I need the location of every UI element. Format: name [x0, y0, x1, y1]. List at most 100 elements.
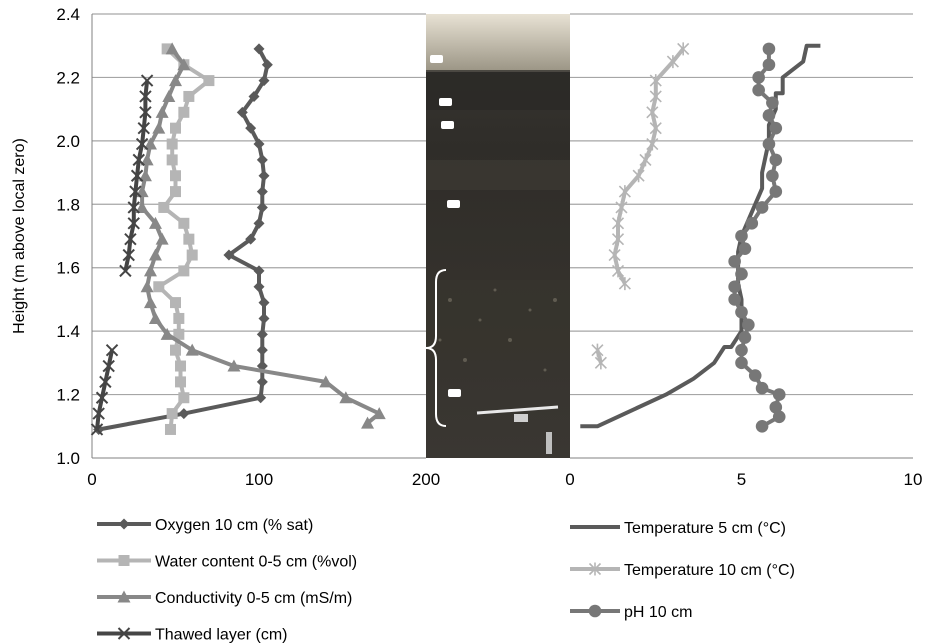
diamond-marker [256, 344, 268, 356]
star-marker [611, 264, 625, 278]
circle-marker [752, 83, 765, 97]
series-temperature-10-cm-c- [591, 42, 690, 370]
circle-marker [755, 419, 769, 433]
star-marker [639, 153, 652, 167]
y-tick-label: 1.0 [56, 449, 80, 468]
star-marker [618, 185, 631, 199]
x-tick-label: 100 [245, 470, 273, 489]
y-axis-label: Height (m above local zero) [11, 138, 28, 334]
x-marker [135, 137, 149, 151]
series-thawed-layer-cm- [90, 74, 154, 436]
triangle-marker [169, 74, 182, 87]
square-marker [170, 122, 181, 134]
square-marker [170, 186, 181, 198]
diamond-marker [253, 43, 265, 55]
legend-label: Oxygen 10 cm (% sat) [155, 517, 313, 534]
diamond-marker [258, 75, 270, 87]
star-marker [618, 277, 631, 291]
square-marker [175, 376, 187, 388]
square-marker [166, 154, 178, 166]
triangle-marker [140, 280, 154, 293]
star-marker [646, 137, 659, 151]
square-marker [178, 265, 190, 277]
square-marker [170, 297, 181, 309]
triangle-marker [361, 416, 375, 429]
square-marker [164, 423, 176, 435]
circle-marker [748, 369, 762, 382]
circle-marker [728, 255, 741, 268]
series-line [595, 47, 685, 364]
diamond-marker [256, 376, 268, 388]
circle-marker [772, 410, 786, 424]
circle-marker [769, 121, 783, 135]
x-marker [105, 343, 119, 357]
triangle-marker [162, 89, 176, 102]
x-marker [129, 185, 142, 198]
legend-left: Oxygen 10 cm (% sat) Water content 0-5 cm… [97, 517, 357, 644]
square-marker [183, 233, 195, 245]
diamond-marker [223, 249, 235, 261]
y-tick-label: 1.2 [56, 386, 80, 405]
x-marker [119, 264, 132, 278]
triangle-marker [138, 169, 152, 182]
x-tick-label: 200 [412, 470, 440, 489]
y-tick-label: 1.8 [56, 195, 80, 214]
x-marker [139, 106, 152, 119]
circle-marker [728, 293, 741, 306]
legend-item: Oxygen 10 cm (% sat) [97, 517, 313, 534]
square-marker [158, 201, 170, 213]
star-marker [649, 74, 662, 88]
right-series [580, 42, 821, 433]
triangle-marker [165, 42, 179, 55]
x-marker [102, 359, 115, 373]
y-tick-label: 2.0 [56, 132, 80, 151]
diamond-marker [253, 138, 265, 150]
diamond-marker [118, 518, 130, 530]
circle-marker [728, 280, 741, 294]
legend-item: Thawed layer (cm) [97, 627, 287, 644]
series-water-content-0-5-cm-vol- [153, 43, 215, 435]
triangle-marker [227, 359, 241, 372]
legend-label: Thawed layer (cm) [155, 627, 287, 644]
x-tick-labels-left: 0 100 200 [87, 470, 440, 489]
star-marker [615, 200, 628, 214]
x-marker [117, 627, 131, 640]
triangle-marker [185, 343, 199, 356]
circle-marker [762, 58, 776, 72]
diamond-marker [258, 312, 270, 324]
diamond-marker [248, 90, 260, 102]
diamond-marker [256, 186, 268, 198]
y-tick-label: 2.2 [56, 68, 80, 87]
legend-label: pH 10 cm [624, 604, 692, 621]
x-tick-label: 0 [87, 470, 96, 489]
triangle-marker [155, 232, 169, 245]
x-tick-labels-right: 0 5 10 [565, 470, 922, 489]
diamond-marker [256, 201, 268, 213]
circle-marker [735, 267, 748, 281]
square-marker [178, 392, 190, 404]
series-ph-10-cm [728, 42, 786, 433]
diamond-marker [245, 233, 257, 245]
y-tick-label: 2.4 [56, 5, 80, 24]
circle-marker [762, 109, 776, 122]
soil-profile-photo [425, 14, 570, 458]
x-marker [90, 423, 104, 436]
x-marker [130, 169, 144, 182]
x-marker [127, 217, 140, 230]
square-marker [118, 555, 130, 566]
square-marker [203, 75, 215, 87]
left-series [90, 42, 386, 436]
x-marker [139, 90, 152, 103]
triangle-marker [143, 137, 157, 150]
square-marker [183, 90, 195, 102]
series-oxygen-10-cm-sat- [93, 43, 273, 435]
star-marker [611, 232, 625, 246]
y-tick-labels: 1.0 1.2 1.4 1.6 1.8 2.0 2.2 2.4 [56, 5, 80, 468]
y-tick-label: 1.4 [56, 322, 80, 341]
star-marker [611, 216, 625, 230]
diamond-marker [256, 328, 268, 340]
star-marker [591, 343, 604, 357]
circle-marker [769, 400, 783, 414]
circle-marker [745, 217, 759, 230]
